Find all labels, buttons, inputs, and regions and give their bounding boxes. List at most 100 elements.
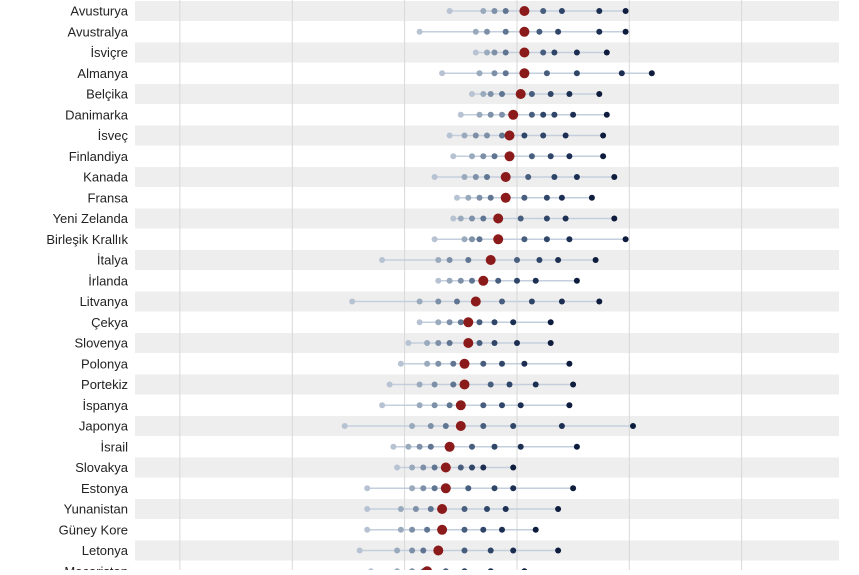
data-point [439, 70, 446, 77]
data-point [603, 111, 610, 118]
data-point [502, 70, 509, 77]
data-point [543, 236, 550, 243]
median-point [440, 462, 451, 473]
country-label: Avusturya [70, 4, 128, 19]
data-point [341, 423, 348, 429]
data-point [547, 91, 554, 97]
data-point [386, 381, 393, 388]
data-point [394, 464, 401, 471]
data-point [476, 236, 483, 243]
data-point [461, 506, 468, 512]
data-point [499, 402, 505, 409]
data-point [566, 402, 573, 409]
country-label: Finlandiya [69, 149, 129, 164]
median-point [519, 26, 530, 37]
data-point [603, 49, 610, 56]
data-point [622, 236, 629, 243]
data-point [469, 91, 475, 97]
country-label: Almanya [77, 66, 128, 81]
median-point [485, 255, 496, 265]
data-point [558, 423, 565, 429]
data-point [536, 257, 543, 263]
data-point [431, 464, 438, 471]
data-point [465, 485, 472, 492]
data-point [424, 360, 431, 367]
country-label: Slovakya [75, 460, 129, 475]
data-point [446, 8, 453, 14]
data-point [364, 485, 371, 492]
data-point [570, 111, 577, 118]
data-point [469, 215, 475, 222]
data-point [491, 8, 498, 14]
data-point [435, 257, 442, 263]
data-point [476, 111, 483, 118]
data-point [499, 360, 505, 367]
data-point [364, 506, 371, 512]
median-point [500, 172, 511, 182]
country-label: Yunanistan [64, 502, 128, 517]
country-label: Portekiz [81, 377, 128, 392]
data-point [588, 194, 595, 201]
data-point [472, 132, 479, 139]
data-point [431, 236, 438, 243]
data-point [502, 506, 509, 512]
data-point [532, 526, 539, 533]
country-label: Fransa [88, 190, 129, 205]
data-point [487, 111, 494, 118]
data-point [472, 174, 479, 180]
data-point [536, 28, 543, 35]
median-point [519, 6, 530, 16]
data-dots [341, 6, 655, 575]
data-point [502, 49, 509, 56]
data-point [566, 91, 573, 97]
data-point [491, 153, 498, 160]
data-point [540, 8, 547, 14]
data-point [446, 402, 453, 409]
data-point [379, 257, 386, 263]
data-point [420, 485, 427, 492]
median-point [459, 379, 470, 390]
data-point [427, 443, 434, 450]
country-label: Birleşik Krallık [46, 232, 128, 247]
data-point [442, 423, 449, 429]
data-point [446, 340, 453, 346]
data-point [446, 319, 453, 326]
median-point [504, 151, 515, 162]
data-point [596, 8, 603, 14]
data-point [397, 506, 404, 512]
data-point [450, 360, 457, 367]
data-point [461, 174, 468, 180]
data-point [510, 485, 517, 492]
data-point [397, 526, 404, 533]
country-label: İsrail [101, 439, 129, 454]
data-point [457, 215, 464, 222]
data-point [596, 28, 603, 35]
median-point [519, 47, 530, 58]
data-point [547, 319, 554, 326]
country-label: Japonya [79, 419, 129, 434]
data-point [416, 319, 423, 326]
data-point [491, 340, 498, 346]
median-point [440, 483, 451, 494]
data-point [457, 464, 464, 471]
data-point [409, 526, 416, 533]
data-point [540, 49, 547, 56]
median-point [493, 213, 504, 224]
data-point [416, 28, 423, 35]
country-label: Litvanya [80, 294, 129, 309]
data-point [469, 153, 475, 160]
data-point [525, 174, 532, 180]
data-point [420, 464, 427, 471]
data-point [532, 381, 539, 388]
data-point [506, 381, 513, 388]
country-label: Polonya [81, 356, 129, 371]
data-point [555, 257, 562, 263]
data-point [435, 340, 442, 346]
data-point [543, 194, 550, 201]
country-label: İsviçre [90, 45, 128, 60]
data-point [521, 132, 528, 139]
median-point [504, 130, 515, 141]
data-point [356, 547, 363, 554]
data-point [435, 360, 442, 367]
